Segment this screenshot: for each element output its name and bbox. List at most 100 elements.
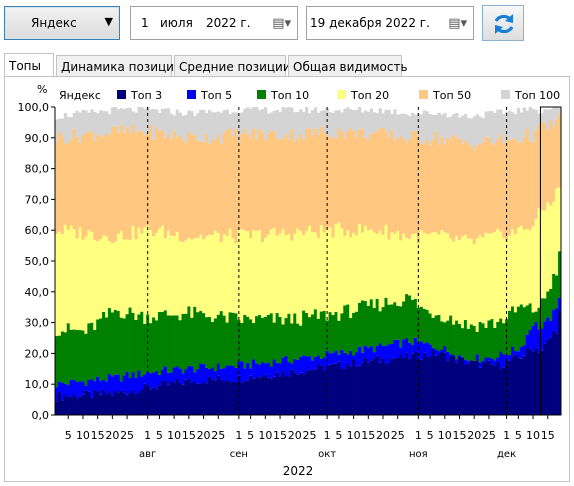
bar-топ-5-day-168 <box>546 317 550 340</box>
bar-топ-5-day-146 <box>481 360 485 363</box>
bar-топ-3-day-113 <box>384 363 388 415</box>
bar-топ-50-day-31 <box>143 135 147 228</box>
bar-топ-5-day-16 <box>99 381 103 395</box>
tab-overall-visibility[interactable]: Общая видимость <box>288 55 408 76</box>
bar-топ-10-day-47 <box>190 317 194 367</box>
bar-топ-50-day-65 <box>243 129 247 231</box>
bar-топ-3-day-4 <box>63 395 68 415</box>
bar-топ-5-day-8 <box>75 382 79 399</box>
bar-топ-3-day-54 <box>210 379 215 415</box>
bar-топ-3-day-117 <box>396 358 400 415</box>
bar-топ-10-day-63 <box>237 319 241 362</box>
bar-топ-10-day-56 <box>216 314 221 364</box>
bar-топ-50-day-6 <box>69 139 73 226</box>
bar-топ-10-day-16 <box>99 318 103 382</box>
bar-топ-100-day-156 <box>510 112 515 140</box>
bar-топ-5-day-29 <box>137 370 141 393</box>
bar-топ-10-day-35 <box>155 320 159 371</box>
bar-топ-20-day-67 <box>249 238 253 320</box>
bar-топ-5-day-148 <box>487 357 491 361</box>
bar-топ-3-day-107 <box>366 362 371 415</box>
bar-топ-10-day-133 <box>443 322 447 347</box>
bar-топ-10-day-103 <box>355 311 359 353</box>
calendar-icon[interactable]: ▤▾ <box>448 16 467 31</box>
bar-топ-5-day-21 <box>113 374 118 392</box>
bar-топ-10-day-96 <box>334 311 338 351</box>
bar-топ-3-day-78 <box>281 371 285 415</box>
tab-position-dynamics[interactable]: Динамика позиций <box>56 55 182 76</box>
bar-топ-5-day-144 <box>475 354 479 361</box>
bar-топ-20-day-108 <box>369 229 374 300</box>
bar-топ-10-day-59 <box>225 322 229 366</box>
calendar-icon[interactable]: ▤▾ <box>272 16 291 31</box>
bar-топ-3-day-33 <box>149 389 153 415</box>
bar-топ-5-day-89 <box>313 356 318 370</box>
bar-топ-5-day-71 <box>260 362 265 377</box>
bar-топ-100-day-5 <box>66 117 71 143</box>
date-to-picker[interactable]: 19 декабря 2022 г. ▤▾ <box>306 6 474 40</box>
bar-топ-10-day-112 <box>381 307 385 346</box>
y-tick-label: 80,0 <box>25 163 50 176</box>
bar-топ-20-day-47 <box>190 239 194 318</box>
bar-топ-50-day-10 <box>81 135 85 240</box>
bar-топ-20-day-103 <box>355 235 359 312</box>
bar-топ-50-day-36 <box>157 130 162 229</box>
bar-топ-3-day-28 <box>134 394 138 415</box>
bar-топ-50-day-75 <box>272 131 276 228</box>
bar-топ-100-day-17 <box>102 111 106 137</box>
bar-топ-100-day-80 <box>287 107 291 140</box>
bar-топ-10-day-113 <box>384 297 388 346</box>
bar-топ-100-day-138 <box>458 117 462 139</box>
date-from-picker[interactable]: 1 июля 2022 г. ▤▾ <box>130 6 298 40</box>
bar-топ-10-day-18 <box>105 317 109 382</box>
bar-топ-50-day-164 <box>534 129 538 219</box>
bar-топ-20-day-40 <box>169 235 174 316</box>
bar-топ-5-day-124 <box>416 342 421 360</box>
bar-топ-5-day-129 <box>431 347 435 350</box>
bar-топ-5-day-99 <box>343 352 347 369</box>
bar-топ-10-day-122 <box>410 299 415 345</box>
bar-топ-50-day-33 <box>149 124 153 231</box>
bar-топ-3-day-66 <box>246 380 250 415</box>
bar-топ-100-day-34 <box>152 109 156 140</box>
search-engine-select[interactable]: Яндекс ▼ <box>4 6 120 40</box>
bar-топ-50-day-123 <box>413 130 418 234</box>
bar-топ-3-day-139 <box>460 357 465 415</box>
bar-топ-50-day-126 <box>422 143 427 233</box>
bar-топ-20-day-154 <box>505 241 509 320</box>
bar-топ-20-day-104 <box>358 223 362 303</box>
y-tick-label: 40,0 <box>25 286 50 299</box>
tab-tops[interactable]: Топы <box>4 53 54 76</box>
bar-топ-5-day-85 <box>302 355 306 375</box>
bar-топ-10-day-86 <box>305 313 309 357</box>
bar-топ-10-day-167 <box>543 298 547 322</box>
bar-топ-3-day-158 <box>516 357 521 415</box>
bar-топ-3-day-27 <box>131 390 135 415</box>
bar-топ-5-day-57 <box>219 368 224 380</box>
bar-топ-100-day-64 <box>240 112 244 134</box>
tab-average-positions[interactable]: Средние позиции <box>174 55 291 76</box>
bar-топ-3-day-58 <box>222 381 226 415</box>
bar-топ-3-day-2 <box>57 392 62 415</box>
bar-топ-3-day-96 <box>334 363 338 415</box>
bar-топ-3-day-86 <box>305 371 309 415</box>
bar-топ-20-day-133 <box>443 232 447 323</box>
bar-топ-100-day-94 <box>328 112 332 139</box>
bar-топ-50-day-24 <box>122 132 126 240</box>
bar-топ-50-day-49 <box>196 140 200 238</box>
bar-топ-50-day-86 <box>305 128 309 231</box>
bar-топ-5-day-151 <box>496 357 500 362</box>
bar-топ-5-day-147 <box>484 357 488 362</box>
bar-топ-100-day-105 <box>360 112 365 129</box>
bar-топ-100-day-70 <box>257 110 262 130</box>
bar-топ-50-day-144 <box>475 145 479 239</box>
bar-топ-50-day-21 <box>113 126 118 242</box>
bar-топ-5-day-116 <box>393 339 397 359</box>
bar-топ-3-day-126 <box>422 352 427 415</box>
refresh-button[interactable] <box>482 5 524 41</box>
bar-топ-20-day-125 <box>419 229 424 307</box>
bar-топ-100-day-36 <box>157 112 162 131</box>
bar-топ-5-day-55 <box>213 371 218 381</box>
bar-топ-100-day-35 <box>155 109 159 128</box>
bar-топ-20-day-61 <box>231 238 235 313</box>
